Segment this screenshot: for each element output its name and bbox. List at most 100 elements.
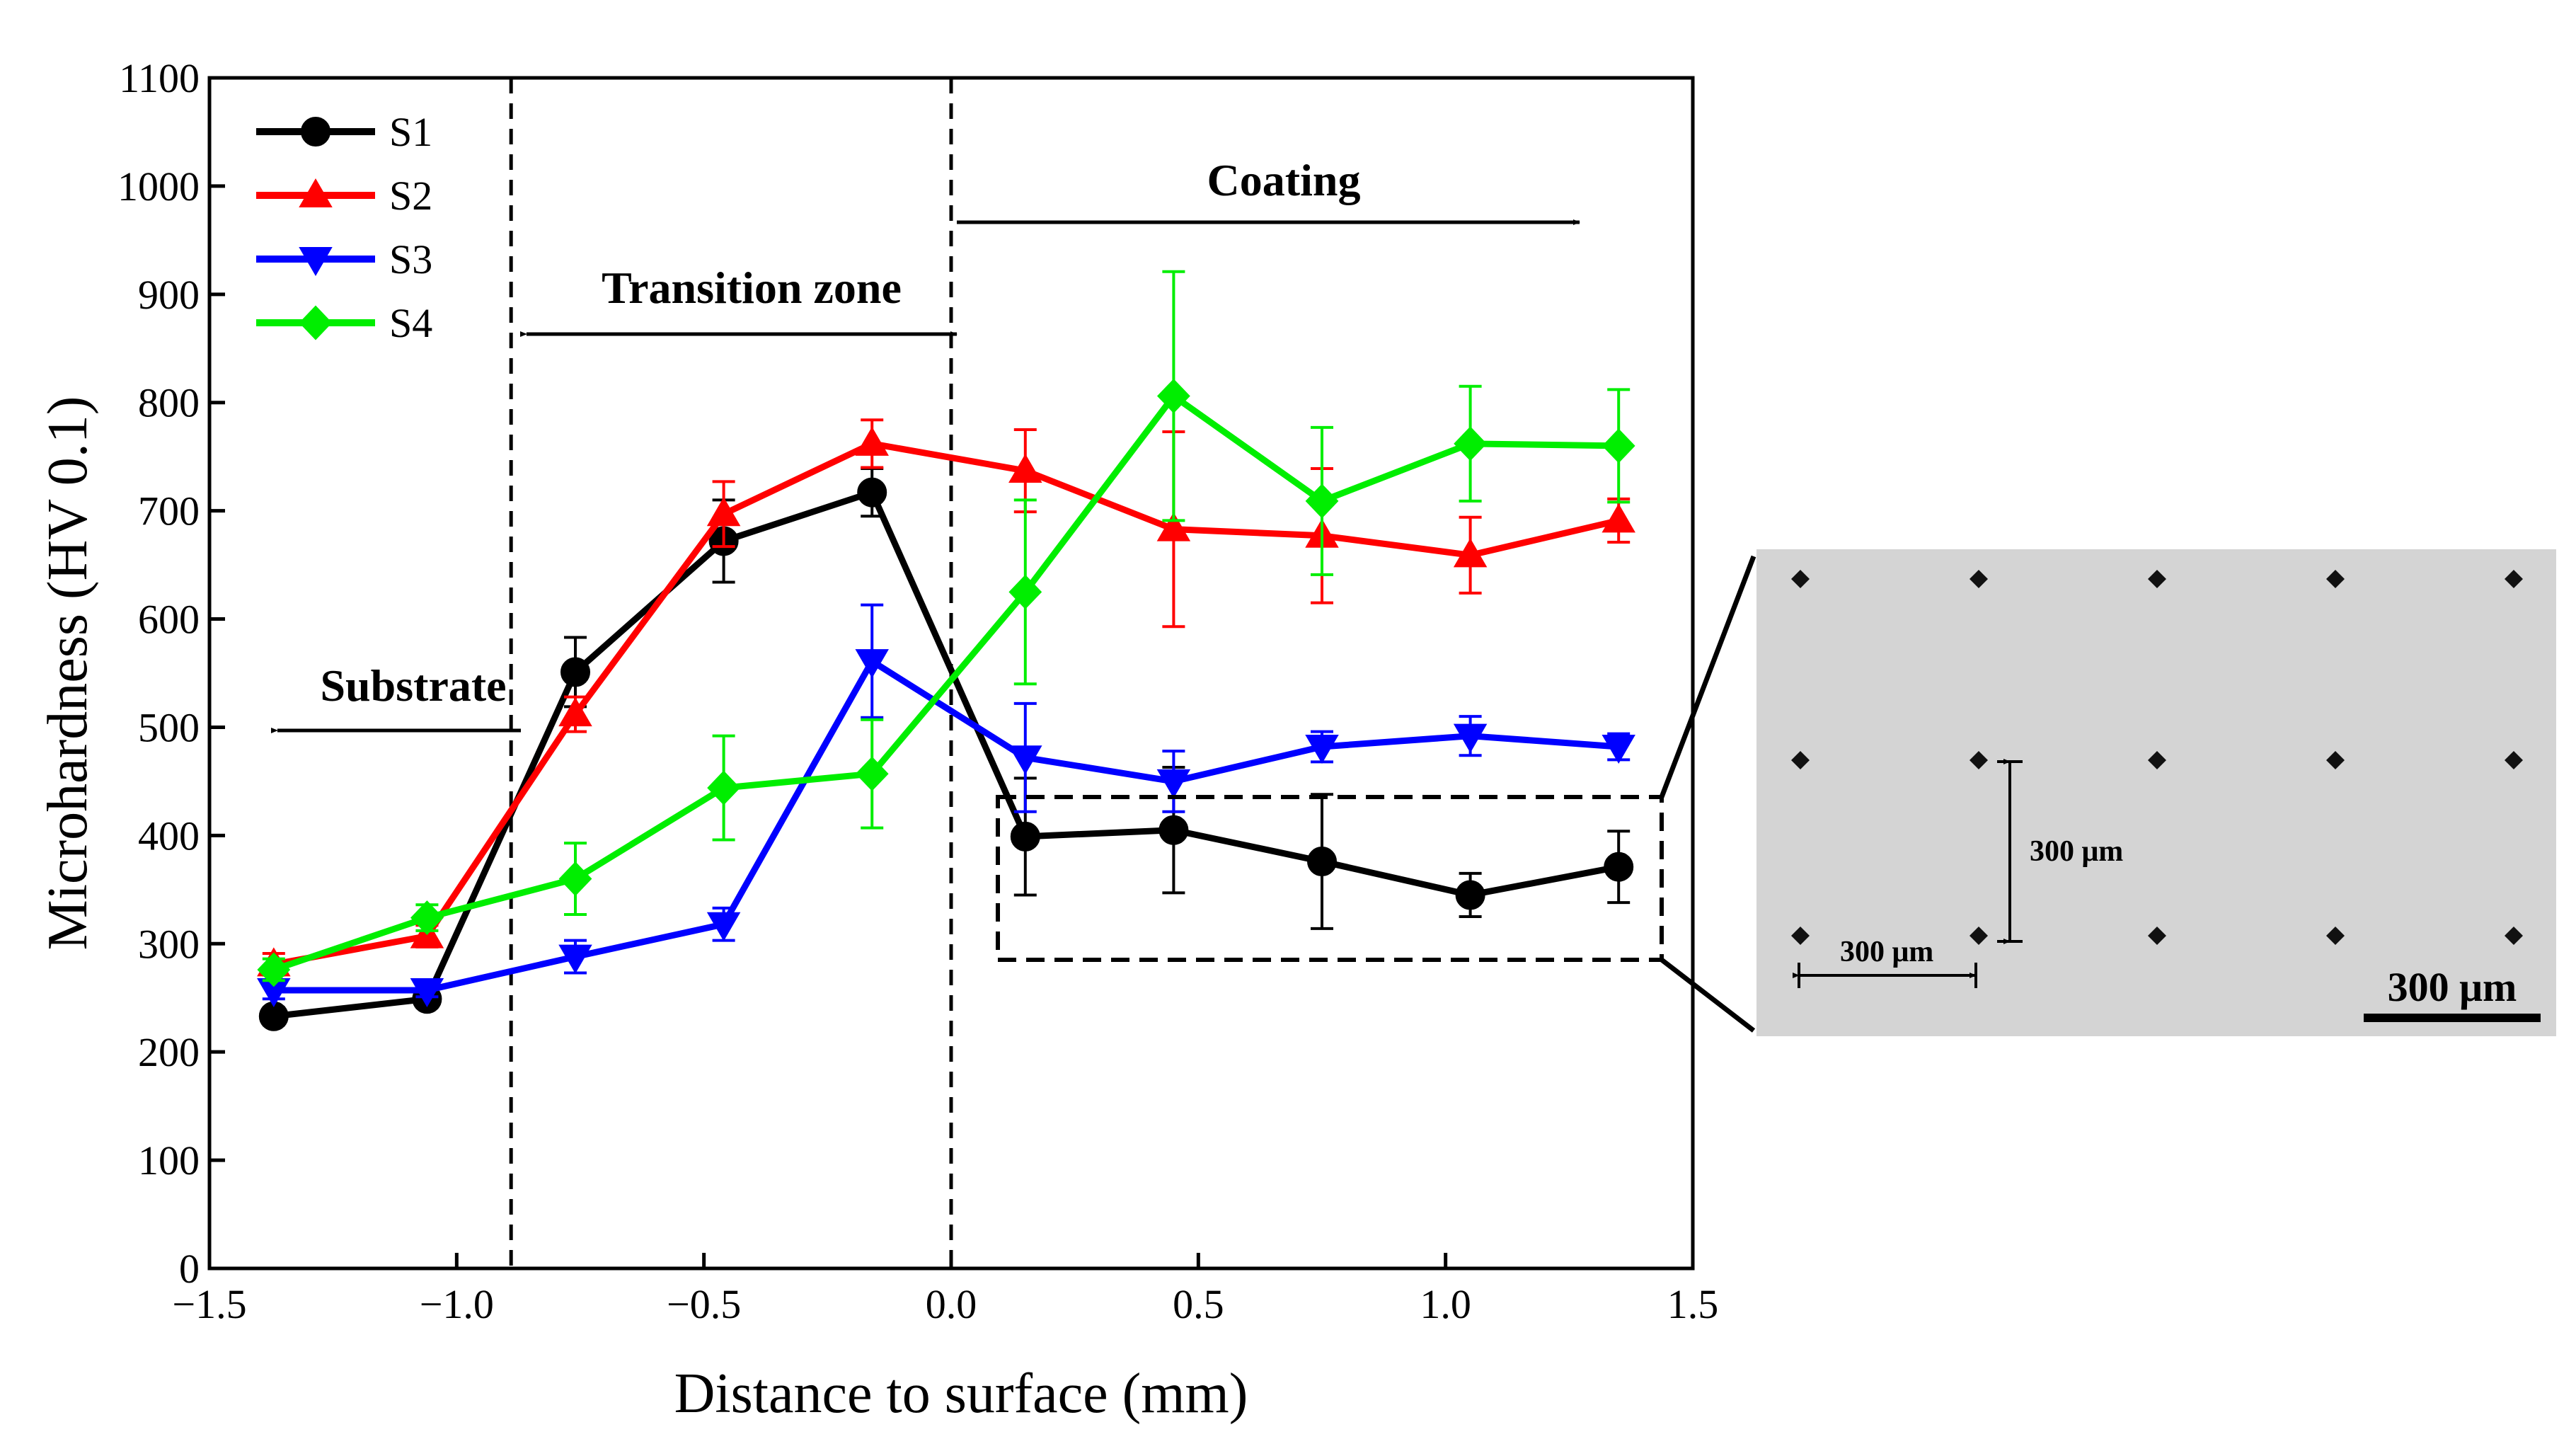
x-tick-label: −0.5: [667, 1281, 741, 1327]
transition-zone-label: Transition zone: [602, 263, 902, 313]
indent-mark: [2505, 927, 2523, 945]
x-tick-label: 0.5: [1173, 1281, 1224, 1327]
y-tick-label: 800: [138, 380, 200, 426]
indent-mark: [1970, 570, 1988, 588]
indent-mark: [1970, 927, 1988, 945]
data-point-S3: [1008, 745, 1042, 775]
series-line-S3: [273, 658, 1619, 994]
indent-mark: [1791, 751, 1810, 769]
indent-mark: [2505, 570, 2523, 588]
data-point-S1: [1010, 821, 1040, 852]
data-point-S1: [1604, 852, 1634, 882]
y-tick-label: 300: [138, 921, 200, 967]
legend-item-S2: S2: [256, 173, 432, 219]
data-point-S4: [1602, 428, 1635, 464]
legend-marker: [299, 178, 333, 207]
x-axis-title: Distance to surface (mm): [674, 1363, 1248, 1425]
zoom-line-bottom: [1660, 958, 1756, 1033]
legend-item-S1: S1: [256, 109, 432, 155]
indent-mark: [1970, 751, 1988, 769]
y-tick-label: 600: [138, 597, 200, 643]
data-point-S3: [558, 944, 592, 974]
data-point-S3: [1156, 769, 1191, 798]
legend: S1 S2 S3 S4: [256, 109, 432, 346]
legend-label: S4: [389, 300, 432, 346]
coating-label: Coating: [1207, 155, 1361, 205]
micrograph-inset: 300 μm 300 μm 300 μm: [1756, 549, 2556, 1036]
data-point-S3: [1602, 734, 1635, 764]
indent-mark: [2326, 570, 2345, 588]
data-point-S3: [410, 978, 444, 1008]
data-point-S1: [857, 477, 887, 508]
series-line-S4: [272, 393, 1619, 973]
x-tick-label: 1.5: [1667, 1281, 1719, 1327]
indent-mark: [2148, 751, 2166, 769]
y-tick-label: 500: [138, 704, 200, 750]
data-point-S4: [707, 770, 740, 806]
indent-marks: [1791, 570, 2523, 945]
vertical-spacing-label: 300 μm: [2030, 835, 2123, 868]
y-tick-label: 900: [138, 272, 200, 318]
series-S4: [257, 270, 1635, 987]
indent-mark: [2326, 751, 2345, 769]
series-S3: [257, 603, 1635, 1008]
y-tick-label: 100: [138, 1137, 200, 1183]
indent-mark: [2326, 927, 2345, 945]
axis-ticks: −1.5 −1.0 −0.5 0.0 0.5 1.0 1.5 0 100 200 300 400 500…: [117, 55, 1718, 1327]
substrate-label: Substrate: [320, 660, 506, 711]
x-tick-label: 1.0: [1420, 1281, 1471, 1327]
scale-bar: 300 μm: [2364, 964, 2541, 1022]
data-point-S1: [560, 657, 591, 687]
indent-mark: [2148, 570, 2166, 588]
y-tick-label: 1000: [117, 164, 200, 210]
annotation-substrate: Substrate: [271, 660, 521, 733]
y-tick-label: 1100: [119, 55, 200, 101]
series-S1: [258, 467, 1634, 1031]
legend-label: S2: [389, 173, 432, 219]
scale-bar-label: 300 μm: [2388, 964, 2517, 1010]
data-point-S4: [558, 861, 592, 896]
legend-item-S4: S4: [256, 300, 432, 346]
data-point-S3: [855, 649, 889, 679]
data-point-S2: [855, 426, 889, 456]
data-point-S1: [1158, 815, 1189, 845]
data-point-S3: [1305, 734, 1339, 764]
data-point-S4: [855, 756, 889, 791]
series-line-S1: [273, 489, 1620, 1020]
data-point-S4: [257, 952, 291, 987]
vertical-spacing-dimension: 300 μm: [1997, 759, 2123, 944]
legend-item-S3: S3: [256, 236, 432, 282]
data-point-S3: [706, 912, 741, 941]
x-tick-label: −1.0: [420, 1281, 494, 1327]
data-point-S4: [1157, 379, 1190, 413]
y-tick-label: 0: [179, 1246, 200, 1292]
data-point-S1: [1455, 880, 1485, 910]
annotation-coating: Coating: [957, 155, 1580, 225]
data-point-S4: [1008, 574, 1042, 609]
data-point-S3: [1453, 723, 1488, 753]
annotation-transition-zone: Transition zone: [520, 263, 958, 337]
indent-mark: [2505, 751, 2523, 769]
legend-marker: [299, 305, 333, 340]
x-tick-label: −1.5: [172, 1281, 246, 1327]
highlight-box: [996, 795, 1664, 962]
data-point-S4: [1305, 483, 1339, 519]
data-point-S4: [410, 900, 444, 936]
legend-marker: [301, 117, 330, 147]
legend-marker: [299, 247, 333, 276]
indent-mark: [1791, 927, 1810, 945]
y-tick-label: 700: [138, 488, 200, 534]
data-point-S2: [1008, 454, 1042, 483]
y-tick-label: 400: [138, 813, 200, 859]
horizontal-spacing-label: 300 μm: [1840, 936, 1933, 968]
x-tick-label: 0.0: [926, 1281, 977, 1327]
data-point-S2: [1602, 503, 1635, 533]
data-point-S2: [558, 697, 592, 727]
y-tick-label: 200: [138, 1029, 200, 1075]
series-line-S2: [273, 440, 1620, 968]
indent-mark: [2148, 927, 2166, 945]
data-point-S2: [1156, 512, 1191, 541]
micrograph-image: [1756, 549, 2556, 1036]
data-point-S1: [1307, 847, 1337, 877]
